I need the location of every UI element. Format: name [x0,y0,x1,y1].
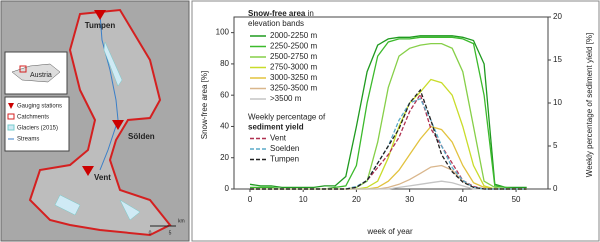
country-label: Austria [30,72,52,79]
legend-label: 2000-2250 m [270,31,317,40]
x-tick-label: 0 [248,195,253,204]
plot-area: 0 20 40 60 80 100 0 5 10 15 20 0 10 20 30 40 50 Snow-free… [216,9,563,204]
legend-label: 3250-3500 m [270,84,317,93]
legend-symbol [8,103,14,109]
chart-panel [191,0,600,242]
map-legend-label: Glaciers (2015) [17,126,58,132]
map-legend-label: Gauging stations [17,104,62,110]
station-marker [112,120,124,130]
y2-tick-label: 0 [553,184,558,193]
station-label: Sölden [128,132,155,141]
y-tick-label: 80 [220,59,229,68]
legend-title-text: in [305,9,313,18]
legend-label: Tumpen [270,155,299,164]
legend-title: Snow-free area in [248,9,314,18]
y-tick-label: 40 [220,122,229,131]
scale-label: km [178,218,185,224]
series-line [250,88,527,190]
y2-tick-label: 20 [553,12,562,21]
map-legend-label: Catchments [17,115,49,121]
y2-tick-label: 15 [553,55,562,64]
inset-box [19,65,27,73]
y-tick-label: 100 [216,28,230,37]
x-tick-label: 30 [405,195,414,204]
legend-title: Weekly percentage of [248,113,326,122]
legend-label: >3500 m [270,94,302,103]
legend-title: elevation bands [248,19,304,28]
catchment [28,8,172,237]
legend-title-bold: Snow-free area [248,9,306,18]
glacier [103,41,123,87]
y-tick-label: 0 [225,184,230,193]
x-tick-label: 40 [458,195,467,204]
x-axis-title: week of year [366,227,413,236]
station-label: Tumpen [85,21,116,30]
y2-tick-label: 5 [553,141,558,150]
legend-label: 2750-3000 m [270,63,317,72]
legend-label: 2500-2750 m [270,52,317,61]
scale-label: 5 [169,230,172,236]
y-tick-label: 60 [220,90,229,99]
glacier [54,194,141,221]
legend-title: sediment yield [248,123,304,132]
station-label: Vent [94,173,111,182]
map-panel: Tumpen Sölden Vent Austria Gauging stati… [0,0,190,242]
stream [99,13,119,171]
x-tick-label: 10 [299,195,308,204]
y2-axis-title: Weekly percentage of sediment yield [%] [585,33,594,177]
inset-country [11,63,61,83]
map-legend-label: Streams [17,137,39,143]
y-tick-label: 20 [220,153,229,162]
station-marker [94,10,106,20]
legend-label: Soelden [270,144,299,153]
legend-label: Vent [270,134,287,143]
series-line [249,35,527,189]
map-legend [4,96,70,152]
y2-tick-label: 10 [553,98,562,107]
legend-symbol [7,113,15,120]
y-axis-title: Snow-free area [%] [200,71,209,139]
legend-symbol [7,124,15,131]
station-marker [82,166,94,176]
x-tick-label: 50 [512,195,521,204]
x-tick-label: 20 [352,195,361,204]
scale-label: 0 [149,230,152,236]
legend-label: 3000-3250 m [270,73,317,82]
legend-label: 2250-2500 m [270,42,317,51]
